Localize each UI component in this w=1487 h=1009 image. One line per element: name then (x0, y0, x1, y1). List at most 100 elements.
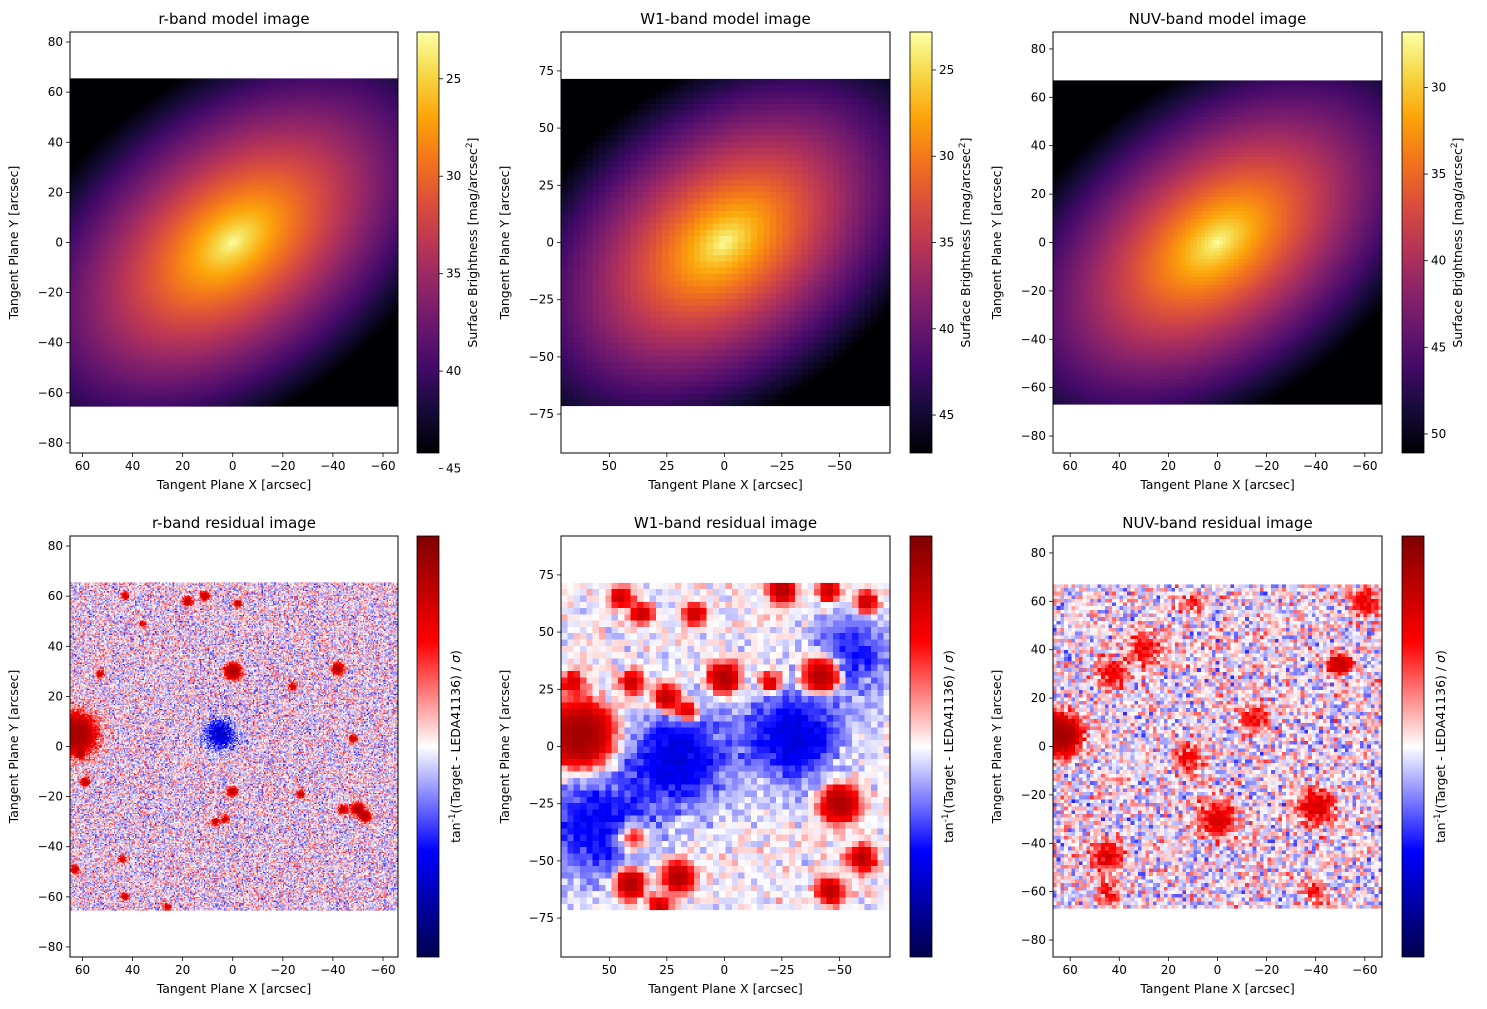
chart-title: NUV-band residual image (1122, 514, 1312, 532)
colorbar (910, 536, 932, 957)
colorbar (1402, 536, 1424, 957)
y-tick-label: −40 (1021, 836, 1046, 850)
y-tick-label: 60 (1031, 90, 1046, 104)
chart-title: NUV-band model image (1129, 10, 1307, 28)
x-tick-label: 60 (1063, 963, 1078, 977)
x-tick-label: 60 (75, 459, 90, 473)
y-tick-label: 25 (539, 682, 554, 696)
x-tick-label: 20 (1161, 963, 1176, 977)
colorbar-tick-label: 25 (939, 63, 954, 77)
colorbar-frame (1401, 535, 1425, 958)
colorbar-label: Surface Brightness [mag/arcsec2] (465, 137, 480, 347)
x-tick-label: −50 (827, 459, 852, 473)
y-tick-label: 25 (539, 178, 554, 192)
y-tick-label: −80 (1021, 429, 1046, 443)
panel-5: 50 25 0 −25 −50 −75 −50 −25 0 25 50 75 W1-band resid… (497, 514, 956, 996)
x-tick-label: −25 (769, 963, 794, 977)
x-tick-label: 20 (175, 459, 190, 473)
x-axis-label: Tangent Plane X [arcsec] (156, 981, 312, 996)
y-tick-label: 40 (48, 639, 63, 653)
y-tick-label: −25 (529, 293, 554, 307)
y-tick-label: −60 (1021, 885, 1046, 899)
colorbar (910, 32, 932, 453)
colorbar-tick-label: 45 (1431, 340, 1446, 354)
x-tick-label: 20 (175, 963, 190, 977)
x-tick-label: −20 (1254, 459, 1279, 473)
y-tick-label: 20 (48, 689, 63, 703)
y-tick-label: −50 (529, 854, 554, 868)
colorbar (1402, 32, 1424, 453)
y-tick-label: −20 (1021, 284, 1046, 298)
y-tick-label: −40 (1021, 332, 1046, 346)
y-tick-label: −40 (38, 336, 63, 350)
y-tick-label: −75 (529, 407, 554, 421)
x-tick-label: 40 (1112, 459, 1127, 473)
colorbar-tick-label: 40 (446, 364, 461, 378)
y-tick-label: −80 (38, 436, 63, 450)
heatmap-image (1053, 80, 1382, 405)
y-tick-label: −20 (38, 286, 63, 300)
y-tick-label: 40 (1031, 643, 1046, 657)
y-axis-label: Tangent Plane Y [arcsec] (497, 670, 512, 825)
colorbar-frame (416, 31, 440, 454)
y-tick-label: 0 (546, 740, 554, 754)
y-tick-label: −20 (1021, 788, 1046, 802)
x-tick-label: 20 (1161, 459, 1176, 473)
colorbar-label: tan-1((Target - LEDA41136) / σ) (941, 650, 956, 843)
y-tick-label: 40 (48, 135, 63, 149)
x-tick-label: −50 (827, 963, 852, 977)
colorbar-label: Surface Brightness [mag/arcsec2] (1450, 137, 1465, 347)
colorbar-tick-label: 35 (1431, 167, 1446, 181)
y-tick-label: 0 (55, 236, 63, 250)
colorbar-tick-label: 30 (1431, 80, 1446, 94)
x-tick-label: −60 (370, 459, 395, 473)
colorbar-frame (416, 535, 440, 958)
panel-3: 60 40 20 0 −20 −40 −60 −80 −60 −40 −20 0 20 40 60 80 NUV… (989, 10, 1465, 492)
y-tick-label: −40 (38, 840, 63, 854)
y-tick-label: −60 (1021, 381, 1046, 395)
y-tick-label: 0 (1038, 740, 1046, 754)
colorbar-tick-label: 35 (446, 267, 461, 281)
y-tick-label: 80 (48, 539, 63, 553)
heatmap-image (1053, 584, 1382, 909)
chart-title: W1-band residual image (634, 514, 817, 532)
colorbar-tick-label: 25 (446, 72, 461, 86)
colorbar (417, 536, 439, 957)
x-tick-label: 40 (1112, 963, 1127, 977)
x-tick-label: −25 (769, 459, 794, 473)
panel-2: 50 25 0 −25 −50 −75 −50 −25 0 25 50 75 W1-band model… (497, 10, 973, 492)
x-tick-label: 0 (229, 459, 237, 473)
colorbar-tick-label: 40 (939, 322, 954, 336)
x-tick-label: −40 (1303, 963, 1328, 977)
x-tick-label: 25 (659, 459, 674, 473)
panel-6: 60 40 20 0 −20 −40 −60 −80 −60 −40 −20 0 20 40 60 80 NUV… (989, 514, 1448, 996)
y-tick-label: −50 (529, 350, 554, 364)
y-tick-label: 75 (539, 568, 554, 582)
x-tick-label: 50 (602, 459, 617, 473)
y-axis-label: Tangent Plane Y [arcsec] (6, 166, 21, 321)
colorbar-tick-label: 30 (939, 149, 954, 163)
heatmap-image (70, 582, 398, 911)
y-axis-label: Tangent Plane Y [arcsec] (989, 670, 1004, 825)
y-tick-label: 0 (55, 740, 63, 754)
x-axis-label: Tangent Plane X [arcsec] (156, 477, 312, 492)
y-tick-label: 80 (1031, 546, 1046, 560)
y-tick-label: 20 (48, 185, 63, 199)
y-axis-label: Tangent Plane Y [arcsec] (6, 670, 21, 825)
y-tick-label: 0 (1038, 236, 1046, 250)
x-tick-label: 0 (1214, 963, 1222, 977)
y-tick-label: 80 (1031, 42, 1046, 56)
colorbar-label: Surface Brightness [mag/arcsec2] (958, 137, 973, 347)
x-tick-label: 40 (125, 963, 140, 977)
x-tick-label: 50 (602, 963, 617, 977)
x-tick-label: 0 (1214, 459, 1222, 473)
y-tick-label: −20 (38, 790, 63, 804)
x-axis-label: Tangent Plane X [arcsec] (1139, 981, 1295, 996)
y-tick-label: 20 (1031, 187, 1046, 201)
colorbar-label: tan-1((Target - LEDA41136) / σ) (1433, 650, 1448, 843)
y-tick-label: 75 (539, 64, 554, 78)
y-tick-label: 0 (546, 236, 554, 250)
x-tick-label: −60 (1352, 459, 1377, 473)
x-tick-label: 25 (659, 963, 674, 977)
